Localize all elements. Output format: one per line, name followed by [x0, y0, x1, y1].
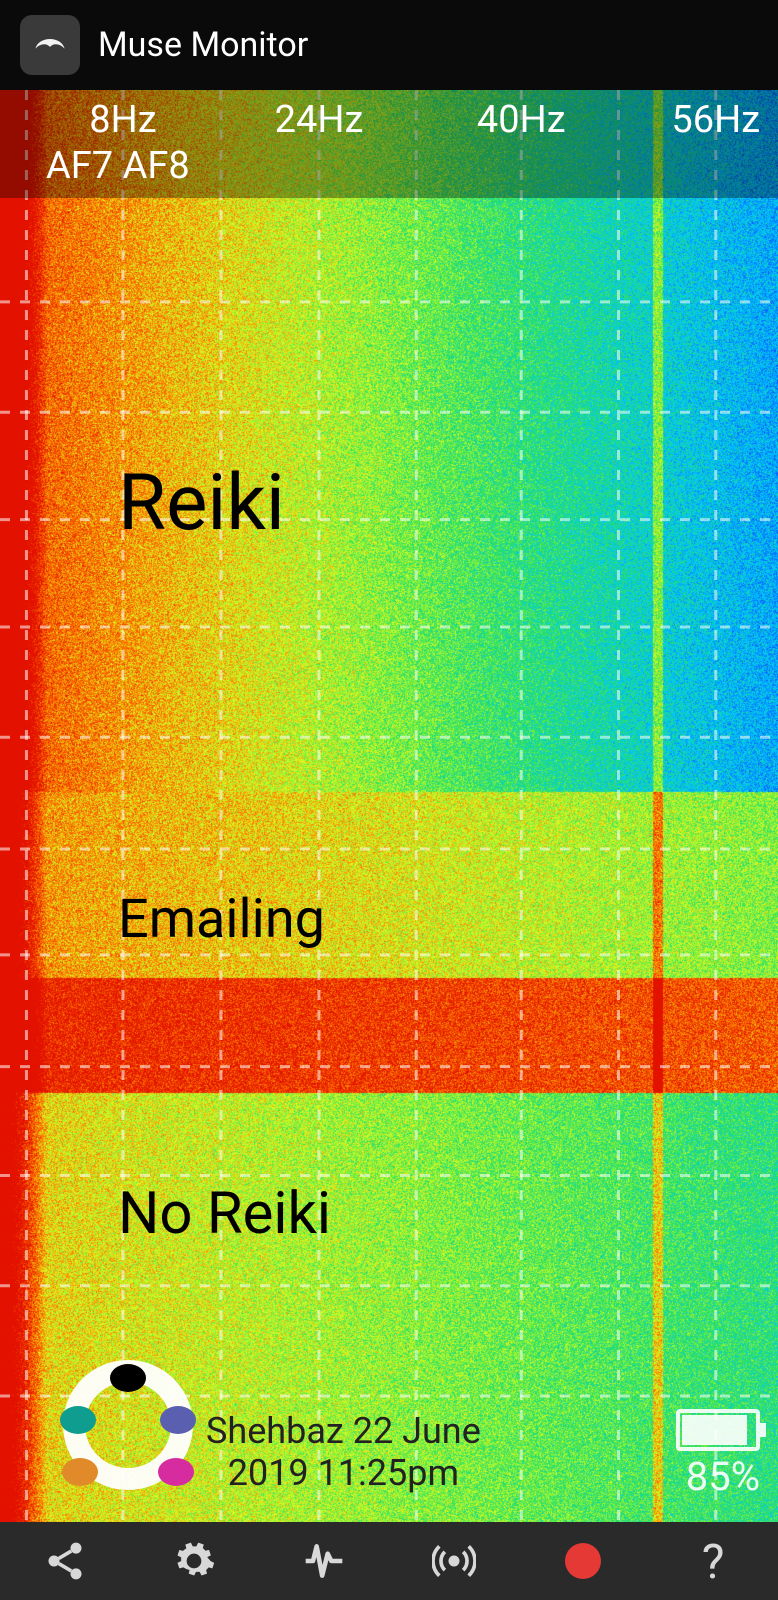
frequency-label: 56Hz	[671, 98, 760, 142]
session-line2: 2019 11:25pm	[206, 1453, 481, 1494]
frequency-label: 24Hz	[275, 98, 364, 142]
session-line1: Shehbaz 22 June	[206, 1411, 481, 1452]
settings-icon	[172, 1539, 216, 1583]
share-icon	[43, 1539, 87, 1583]
record-button[interactable]	[551, 1529, 615, 1593]
stream-button[interactable]	[422, 1529, 486, 1593]
battery-indicator: 85%	[676, 1409, 760, 1500]
titlebar: Muse Monitor	[0, 0, 778, 90]
frequency-label: 8Hz	[89, 98, 156, 142]
waveform-button[interactable]	[292, 1529, 356, 1593]
bottom-toolbar: ?	[0, 1522, 778, 1600]
battery-icon	[676, 1409, 760, 1451]
app-logo-icon	[20, 15, 80, 75]
frequency-header: 8Hz 24Hz 40Hz 56Hz AF7 AF8	[0, 90, 778, 198]
session-info: Shehbaz 22 June 2019 11:25pm	[206, 1411, 481, 1494]
battery-text: 85%	[676, 1453, 760, 1500]
annotation-emailing: Emailing	[118, 888, 325, 951]
stream-icon	[432, 1539, 476, 1583]
share-button[interactable]	[33, 1529, 97, 1593]
frequency-label: 40Hz	[477, 98, 566, 142]
annotation-reiki: Reiki	[118, 458, 285, 549]
help-button[interactable]: ?	[681, 1529, 745, 1593]
spectrogram-view[interactable]: 8Hz 24Hz 40Hz 56Hz AF7 AF8 Reiki Emailing N…	[0, 90, 778, 1522]
help-icon: ?	[702, 1533, 725, 1590]
record-icon	[565, 1543, 601, 1579]
app-title: Muse Monitor	[98, 25, 308, 65]
channel-label: AF7 AF8	[46, 144, 190, 188]
waveform-icon	[302, 1539, 346, 1583]
annotation-noreiki: No Reiki	[118, 1180, 331, 1248]
battery-fill	[682, 1415, 747, 1445]
spectrogram-canvas	[0, 90, 778, 1522]
sensor-horseshoe-icon	[48, 1350, 208, 1504]
settings-button[interactable]	[162, 1529, 226, 1593]
